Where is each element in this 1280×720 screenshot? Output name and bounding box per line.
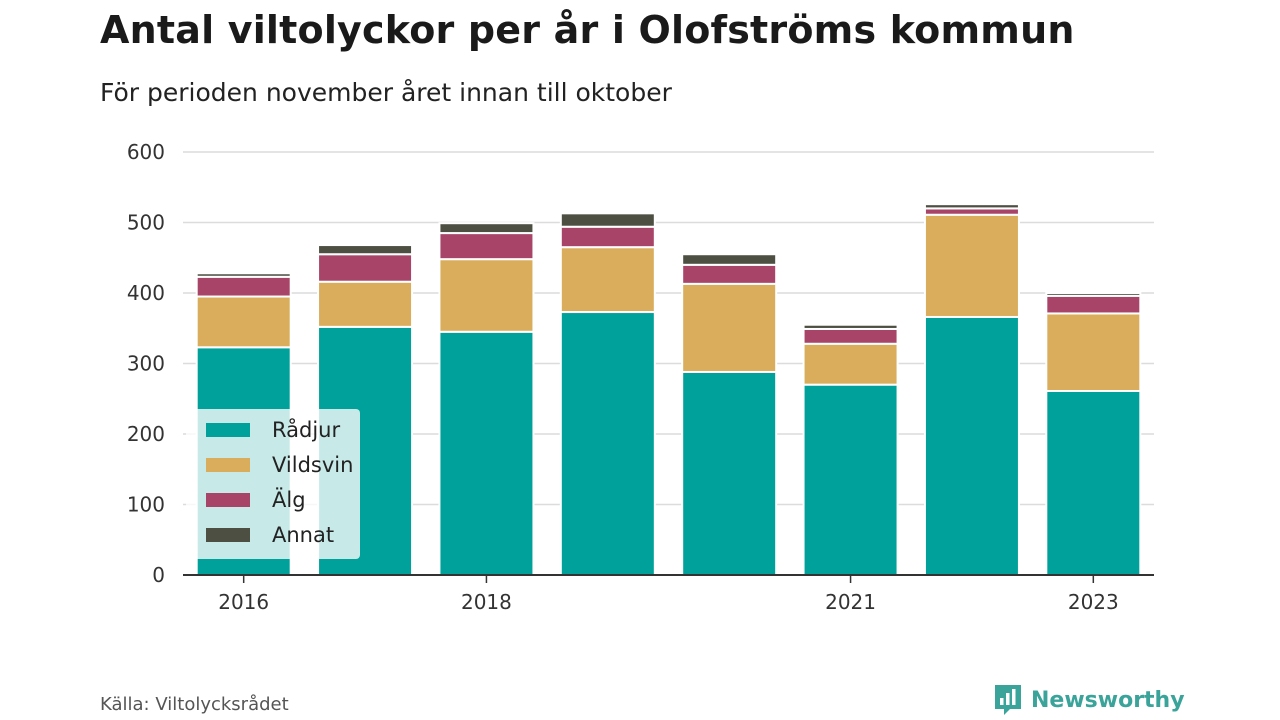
bar-segment	[923, 203, 1020, 210]
bar-segment	[559, 225, 656, 249]
bar-segment	[317, 280, 414, 328]
bar-segment	[681, 282, 778, 373]
chart-title: Antal viltolyckor per år i Olofströms ko…	[100, 8, 1075, 52]
bar-segment	[559, 246, 656, 314]
bar-segment	[559, 311, 656, 576]
bar-segment	[1045, 292, 1142, 297]
x-tick-label: 2023	[1068, 590, 1119, 614]
bar-segment	[438, 232, 535, 261]
bar-segment	[681, 370, 778, 576]
legend-swatch	[206, 423, 250, 437]
bar-segment	[802, 383, 899, 576]
legend-item: Vildsvin	[206, 450, 353, 480]
bar-segment	[317, 244, 414, 256]
y-tick-label: 200	[127, 422, 165, 446]
brand-logo: Newsworthy	[993, 683, 1185, 717]
bar-segment	[681, 253, 778, 266]
legend-swatch	[206, 528, 250, 542]
legend-label: Rådjur	[272, 418, 341, 442]
bar-segment	[438, 330, 535, 576]
legend-item: Rådjur	[206, 415, 340, 445]
y-tick-label: 0	[152, 563, 165, 587]
bar-segment	[802, 323, 899, 330]
bar-segment	[195, 295, 292, 349]
x-tick-label: 2018	[461, 590, 512, 614]
brand-name: Newsworthy	[1031, 687, 1185, 713]
bar-segment	[438, 258, 535, 333]
legend-swatch	[206, 493, 250, 507]
bar-segment	[1045, 294, 1142, 315]
bar-segment	[438, 222, 535, 235]
bar-segment	[1045, 389, 1142, 576]
legend-label: Annat	[272, 523, 335, 547]
bar-segment	[923, 213, 1020, 318]
y-tick-label: 100	[127, 493, 165, 517]
source-note: Källa: Viltolycksrådet	[100, 694, 289, 715]
bar-segment	[681, 263, 778, 285]
legend-label: Vildsvin	[272, 453, 354, 477]
legend-swatch	[206, 458, 250, 472]
y-tick-label: 400	[127, 281, 165, 305]
bar-segment	[923, 315, 1020, 576]
bar-segment	[1045, 312, 1142, 392]
y-tick-label: 600	[127, 140, 165, 164]
x-tick-label: 2016	[218, 590, 269, 614]
bar-chart-speech-bubble-icon	[995, 685, 1021, 715]
legend-item: Älg	[206, 485, 306, 515]
y-tick-label: 300	[127, 352, 165, 376]
bar-segment	[802, 342, 899, 386]
y-tick-label: 500	[127, 211, 165, 235]
bar-segment	[195, 275, 292, 298]
legend-item: Annat	[206, 520, 334, 550]
legend-label: Älg	[272, 488, 306, 512]
bar-segment	[559, 212, 656, 228]
bar-segment	[317, 253, 414, 283]
bar-segment	[802, 327, 899, 345]
bar-segment	[195, 272, 292, 278]
x-tick-label: 2021	[825, 590, 876, 614]
chart-subtitle: För perioden november året innan till ok…	[100, 78, 672, 107]
chart-legend: Rådjur Vildsvin Älg Annat	[186, 409, 360, 559]
